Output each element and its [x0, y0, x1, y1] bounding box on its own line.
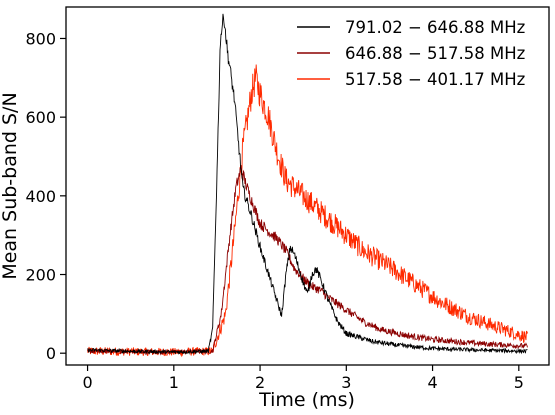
- x-tick-label: 1: [169, 373, 179, 392]
- series-line-1: [87, 13, 528, 355]
- x-tick-label: 5: [514, 373, 524, 392]
- x-tick-label: 2: [255, 373, 265, 392]
- y-tick-label: 0: [46, 344, 56, 363]
- y-tick-label: 400: [25, 187, 56, 206]
- ticks-layer: 0 1 2 3 4 5 0 200 400 600 800: [25, 29, 523, 392]
- x-tick-label: 3: [341, 373, 351, 392]
- legend-label-1: 791.02 − 646.88 MHz: [345, 18, 525, 37]
- series-line-3: [87, 64, 528, 358]
- y-axis-title: Mean Sub-band S/N: [0, 92, 21, 279]
- legend-label-2: 646.88 − 517.58 MHz: [345, 44, 525, 63]
- y-tick-label: 800: [25, 29, 56, 48]
- legend: 791.02 − 646.88 MHz 646.88 − 517.58 MHz 51…: [297, 18, 525, 89]
- legend-label-3: 517.58 − 401.17 MHz: [345, 70, 525, 89]
- x-axis-title: Time (ms): [258, 389, 355, 411]
- series-layer: [87, 13, 528, 358]
- x-tick-label: 4: [427, 373, 437, 392]
- y-tick-label: 600: [25, 108, 56, 127]
- y-tick-label: 200: [25, 266, 56, 285]
- x-tick-label: 0: [82, 373, 92, 392]
- plot-frame: [65, 6, 550, 366]
